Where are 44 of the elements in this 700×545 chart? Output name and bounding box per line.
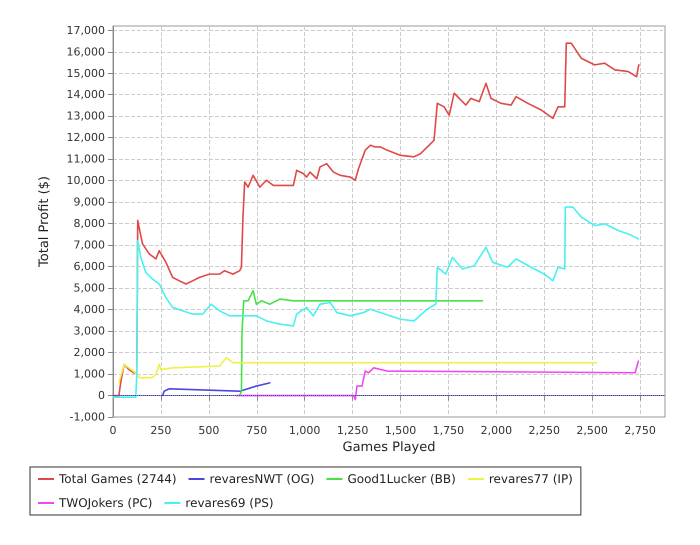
y-tick-label: 17,000 [66, 24, 105, 37]
legend-label: revares69 (PS) [185, 496, 274, 510]
line-series [118, 356, 598, 384]
y-tick-label: 8,000 [74, 217, 105, 230]
y-tick-label: 10,000 [66, 174, 105, 188]
y-tick-label: 9,000 [74, 196, 105, 209]
line-series [235, 360, 640, 400]
y-tick-label: 0 [98, 389, 105, 402]
legend-label: Total Games (2744) [58, 472, 177, 486]
line-series [238, 290, 484, 396]
x-tick-label: 250 [150, 424, 172, 437]
y-tick-label: 6,000 [74, 260, 105, 274]
x-tick-label: 0 [110, 424, 116, 437]
x-tick-label: 2,000 [480, 424, 512, 437]
x-tick-label: 2,250 [528, 424, 560, 437]
x-tick-label: 1,000 [288, 424, 320, 437]
legend-label: revares77 (IP) [488, 472, 573, 486]
y-tick-label: 14,000 [66, 88, 105, 102]
x-tick-label: 1,500 [384, 424, 416, 437]
y-tick-label: 5,000 [74, 282, 105, 295]
y-tick-label: 16,000 [66, 45, 105, 58]
x-tick-label: 500 [198, 424, 220, 437]
line-series [112, 206, 640, 398]
x-tick-label: 1,750 [432, 424, 464, 437]
y-tick-label: 15,000 [66, 66, 105, 80]
y-tick-label: 4,000 [74, 303, 105, 316]
x-tick-label: 2,750 [624, 424, 656, 437]
y-tick-label: 1,000 [74, 368, 105, 381]
y-tick-label: 13,000 [66, 110, 105, 123]
y-tick-label: 2,000 [74, 346, 105, 360]
legend-label: Good1Lucker (BB) [347, 472, 456, 486]
y-tick-label: 7,000 [74, 238, 105, 252]
y-tick-label: 11,000 [66, 152, 105, 166]
x-tick-label: 1,250 [336, 424, 368, 437]
y-axis-title: Total Profit ($) [37, 176, 52, 268]
x-axis-title: Games Played [342, 440, 436, 455]
y-tick-label: 3,000 [74, 324, 105, 338]
legend-label: TWOJokers (PC) [58, 496, 152, 510]
y-tick-label: -1,000 [70, 410, 105, 424]
legend-label: revaresNWT (OG) [210, 472, 314, 486]
x-tick-label: 750 [246, 424, 268, 437]
y-tick-label: 12,000 [66, 131, 105, 144]
line-series [112, 42, 640, 396]
x-tick-label: 2,500 [576, 424, 608, 437]
